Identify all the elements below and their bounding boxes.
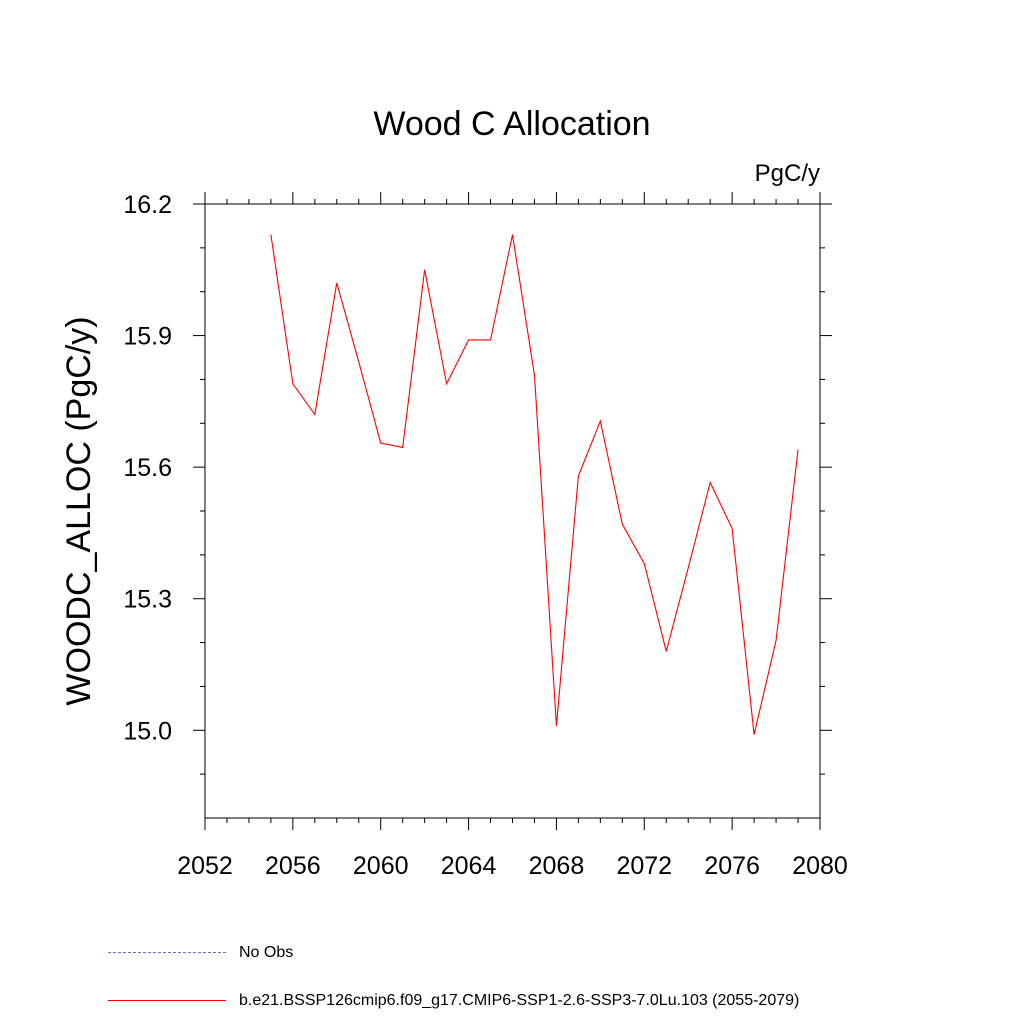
legend-swatch-solid — [108, 1000, 226, 1001]
y-tick-label: 16.2 — [123, 191, 172, 219]
x-tick-label: 2064 — [441, 852, 497, 880]
series-line — [270, 234, 799, 735]
legend-item-model-run: b.e21.BSSP126cmip6.f09_g17.CMIP6-SSP1-2.… — [108, 989, 1008, 1013]
legend-label: b.e21.BSSP126cmip6.f09_g17.CMIP6-SSP1-2.… — [239, 992, 800, 1009]
y-axis-label: WOODC_ALLOC (PgC/y) — [60, 316, 98, 705]
x-tick-label: 2052 — [177, 852, 233, 880]
units-label: PgC/y — [755, 160, 820, 187]
x-tick-label: 2072 — [616, 852, 672, 880]
y-tick-label: 15.6 — [123, 454, 172, 482]
x-tick-label: 2076 — [704, 852, 760, 880]
y-tick-label: 15.0 — [123, 717, 172, 745]
y-tick-label: 15.9 — [123, 323, 172, 351]
x-tick-label: 2056 — [265, 852, 321, 880]
x-tick-label: 2068 — [529, 852, 585, 880]
legend-label: No Obs — [239, 944, 294, 961]
axis-ticks: 2052 2056 2060 2064 2068 2072 2076 2080 15.0 15.3… — [123, 191, 847, 880]
legend-swatch-dashed — [108, 952, 226, 953]
legend-item-no-obs: No Obs — [108, 941, 1008, 965]
y-tick-label: 15.3 — [123, 586, 172, 614]
x-tick-label: 2060 — [353, 852, 409, 880]
plot-frame — [204, 203, 821, 819]
plot-area — [270, 234, 799, 735]
chart-title: Wood C Allocation — [373, 105, 650, 143]
x-tick-label: 2080 — [792, 852, 848, 880]
